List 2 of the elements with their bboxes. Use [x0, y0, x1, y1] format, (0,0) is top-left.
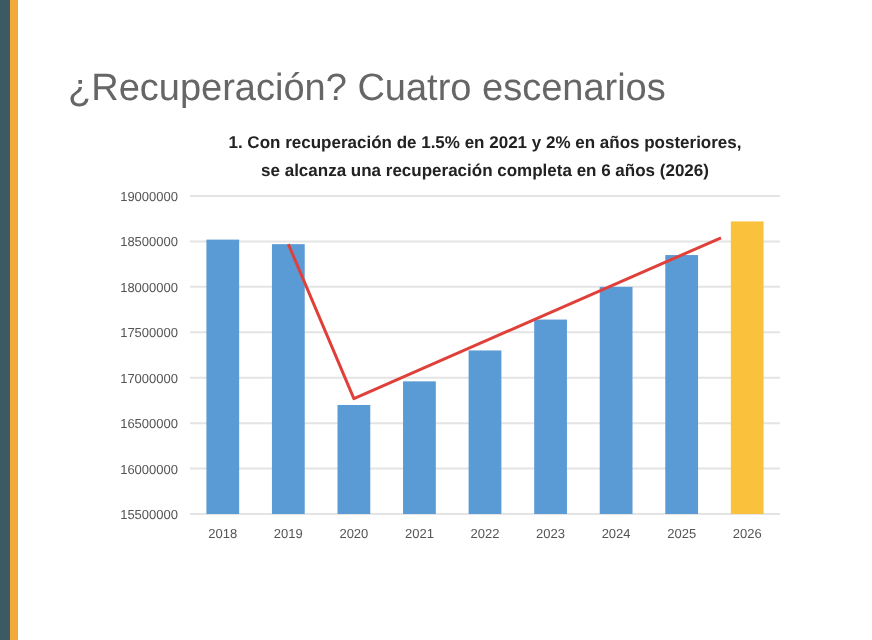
chart-title: ¿Recuperación? Cuatro escenarios [68, 68, 666, 110]
chart-subtitle: 1. Con recuperación de 1.5% en 2021 y 2% en años posteriores, se alcanza una recuperación completa en 6 años (2026) [228, 132, 742, 180]
